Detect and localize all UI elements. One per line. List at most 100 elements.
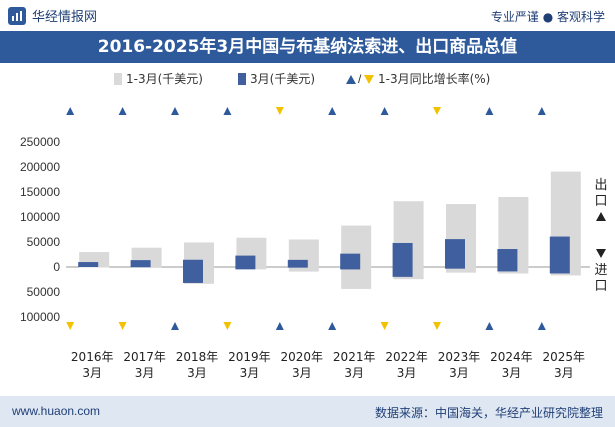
x-tick-label: 2020年 3月	[281, 350, 324, 380]
legend-slash: /	[358, 72, 362, 86]
side-label-export: 出口	[594, 178, 607, 209]
bar-export-monthly	[392, 242, 413, 267]
x-tick-year: 2024年	[490, 350, 533, 364]
x-tick-year: 2023年	[438, 350, 481, 364]
bar-import-cumulative	[341, 267, 372, 289]
y-axis: 250000 200000 150000 100000 50000 0 50000 10000…	[20, 135, 60, 324]
legend-swatch-cumulative	[114, 73, 122, 85]
growth-down-icon	[275, 107, 284, 115]
arrow-up-icon	[596, 212, 606, 221]
x-tick-year: 2022年	[385, 350, 428, 364]
plot-area	[66, 107, 590, 330]
bar-import-monthly	[445, 267, 465, 269]
bar-export-monthly	[497, 249, 518, 267]
x-tick-month: 3月	[502, 366, 522, 380]
website-link[interactable]: www.huaon.com	[12, 404, 101, 418]
x-tick-month: 3月	[135, 366, 155, 380]
growth-up-icon	[537, 107, 546, 115]
y-tick-label: 200000	[20, 160, 60, 174]
y-tick-label: 50000	[27, 285, 61, 299]
bar-export-monthly	[78, 262, 99, 267]
x-tick-year: 2020年	[281, 350, 324, 364]
x-tick-month: 3月	[82, 366, 102, 380]
data-source: 数据来源：中国海关，华经产业研究院整理	[374, 406, 603, 420]
arrow-down-icon	[596, 249, 606, 258]
bar-import-monthly	[235, 267, 256, 270]
top-bar: 华经情报网 专业严谨 ● 客观科学	[0, 0, 615, 30]
bar-export-monthly	[130, 260, 151, 267]
x-tick-label: 2024年 3月	[490, 350, 533, 380]
x-tick-label: 2018年 3月	[176, 350, 219, 380]
x-tick-label: 2016年 3月	[71, 350, 114, 380]
x-tick-year: 2017年	[123, 350, 166, 364]
x-tick-year: 2019年	[228, 350, 271, 364]
legend-swatch-monthly	[238, 73, 246, 85]
x-tick-label: 2021年 3月	[333, 350, 376, 380]
x-tick-label: 2025年 3月	[543, 350, 586, 380]
x-tick-label: 2017年 3月	[123, 350, 166, 380]
y-tick-label: 100000	[20, 210, 60, 224]
x-tick-year: 2021年	[333, 350, 376, 364]
growth-up-icon	[66, 107, 75, 115]
growth-up-icon	[380, 107, 389, 115]
chart: 1-3月(千美元) 3月(千美元) / 1-3月同比增长率(%) 2500002…	[20, 71, 608, 380]
bar-import-monthly	[549, 267, 570, 274]
growth-up-icon	[171, 322, 179, 330]
growth-up-icon	[328, 322, 337, 330]
growth-up-icon	[328, 107, 337, 115]
legend-label-monthly: 3月(千美元)	[250, 72, 315, 86]
bar-import-monthly	[287, 267, 308, 268]
y-tick-label: 150000	[20, 185, 60, 199]
legend-down-triangle-icon	[364, 75, 374, 84]
growth-up-icon	[275, 322, 284, 330]
logo-icon	[8, 6, 26, 25]
y-tick-label: 0	[53, 260, 60, 274]
bar-import-monthly	[497, 267, 518, 272]
growth-down-icon	[433, 322, 441, 330]
y-tick-label: 50000	[27, 235, 61, 249]
y-tick-label: 250000	[20, 135, 60, 149]
growth-up-icon	[223, 107, 232, 115]
x-tick-month: 3月	[292, 366, 312, 380]
chart-title: 2016-2025年3月中国与布基纳法索进、出口商品总值	[0, 31, 615, 63]
bar-export-monthly	[549, 236, 570, 267]
legend-label-cumulative: 1-3月(千美元)	[126, 72, 203, 86]
x-tick-month: 3月	[240, 366, 260, 380]
growth-up-icon	[118, 107, 127, 115]
bar-export-monthly	[235, 255, 256, 267]
growth-down-icon	[118, 322, 127, 330]
bar-export-monthly	[445, 239, 465, 267]
growth-up-icon	[485, 322, 494, 330]
growth-down-icon	[66, 322, 75, 330]
x-tick-label: 2022年 3月	[385, 350, 428, 380]
brand[interactable]: 华经情报网	[8, 6, 97, 25]
x-tick-label: 2019年 3月	[228, 350, 271, 380]
bar-export-monthly	[340, 253, 361, 267]
growth-up-icon	[537, 322, 546, 330]
bar-import-cumulative	[288, 267, 319, 272]
growth-up-icon	[485, 107, 494, 115]
slogan: 专业严谨 ● 客观科学	[490, 10, 605, 24]
bar-export-monthly	[183, 259, 203, 267]
side-label-import: 进口	[594, 263, 607, 294]
bar-import-monthly	[183, 267, 203, 283]
legend-label-growth: 1-3月同比增长率(%)	[378, 71, 490, 86]
x-tick-month: 3月	[344, 366, 364, 380]
y-tick-label: 100000	[20, 310, 60, 324]
growth-up-icon	[171, 107, 179, 115]
growth-down-icon	[380, 322, 389, 330]
bar-import-cumulative	[446, 267, 476, 273]
x-tick-year: 2025年	[543, 350, 586, 364]
legend: 1-3月(千美元) 3月(千美元) / 1-3月同比增长率(%)	[114, 71, 490, 86]
x-tick-month: 3月	[187, 366, 207, 380]
x-tick-year: 2018年	[176, 350, 219, 364]
growth-down-icon	[433, 107, 441, 115]
footer: www.huaon.com 数据来源：中国海关，华经产业研究院整理	[0, 396, 615, 427]
growth-down-icon	[223, 322, 232, 330]
x-tick-year: 2016年	[71, 350, 114, 364]
brand-name: 华经情报网	[32, 10, 98, 25]
x-tick-label: 2023年 3月	[438, 350, 481, 380]
